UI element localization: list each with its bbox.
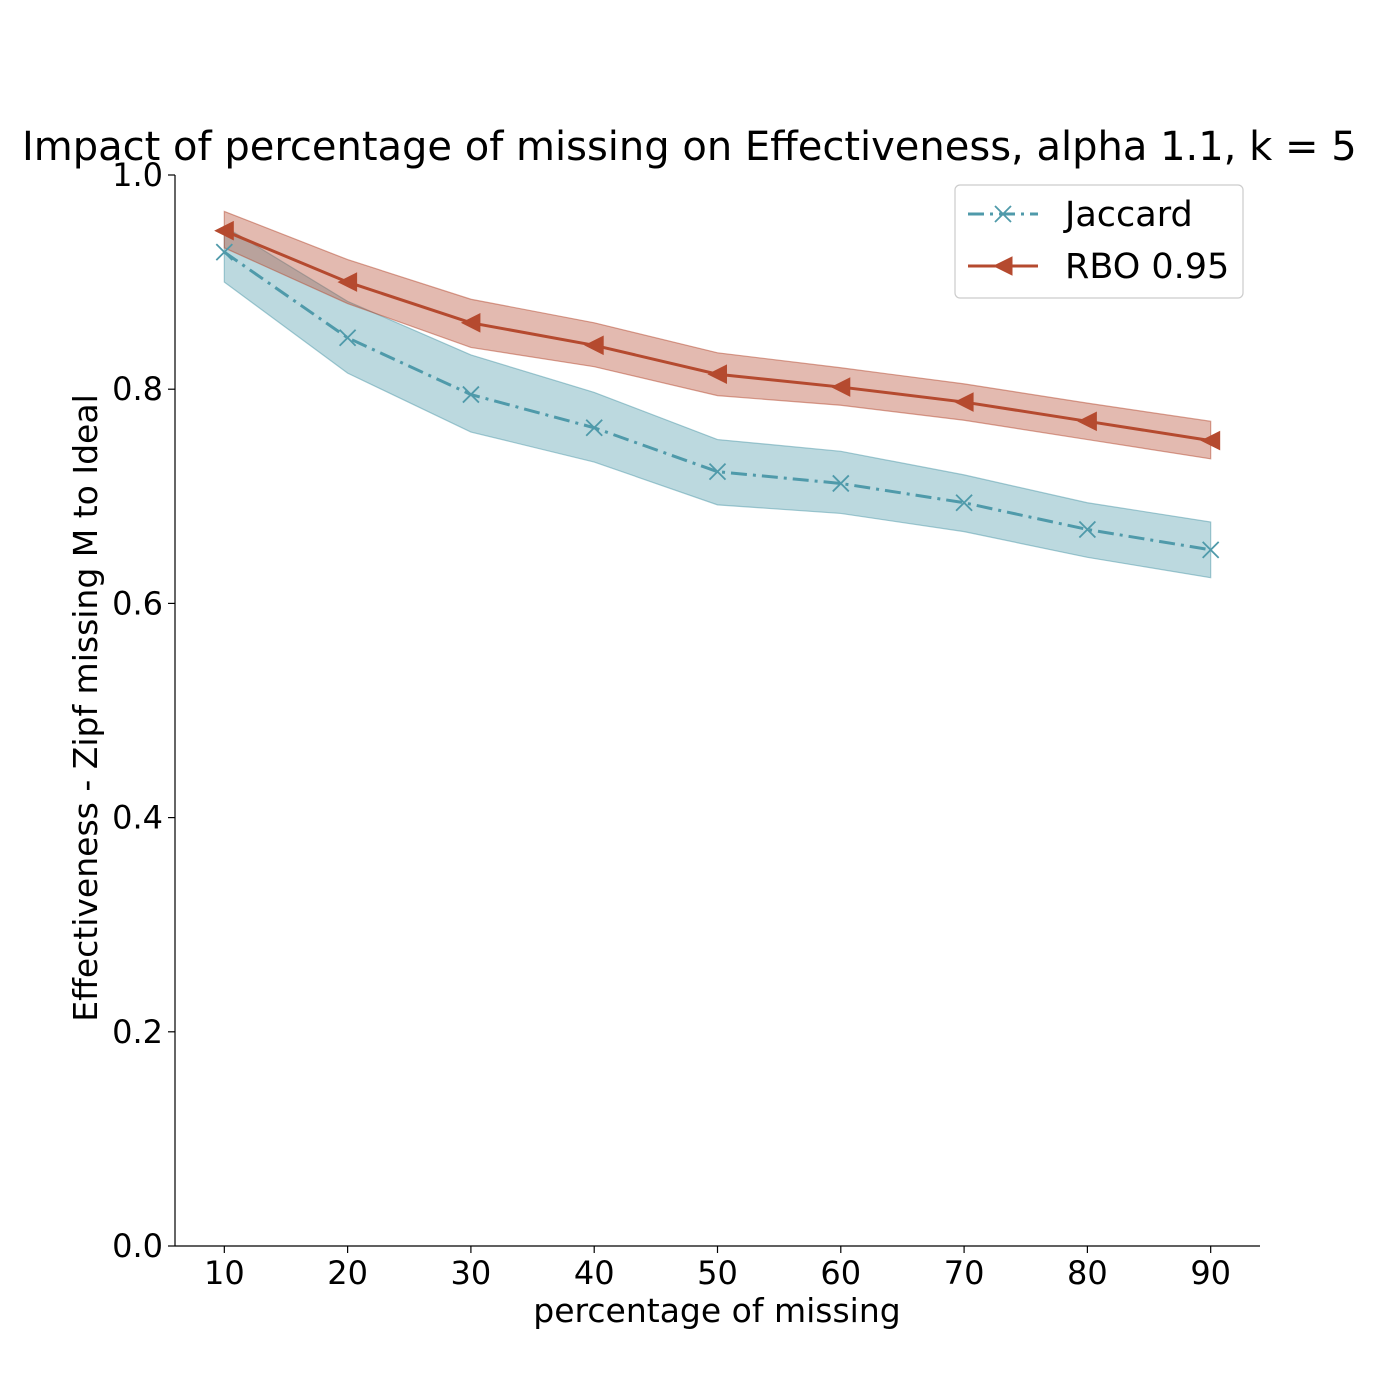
y-tick-label: 0.4 — [112, 799, 163, 837]
x-tick-label: 40 — [574, 1254, 615, 1292]
series-line — [223, 250, 1211, 552]
x-tick-label: 30 — [451, 1254, 492, 1292]
confidence-band — [223, 210, 1212, 460]
data-point — [1202, 541, 1220, 559]
x-tick-label: 90 — [1190, 1254, 1231, 1292]
data-point — [1078, 520, 1097, 539]
data-point — [214, 220, 234, 241]
data-point — [1200, 430, 1221, 451]
x-tick-label: 10 — [204, 1254, 245, 1292]
plot-area — [214, 210, 1221, 579]
y-tick-label: 1.0 — [112, 156, 163, 194]
y-tick-label: 0.6 — [112, 584, 163, 622]
series-jaccard — [215, 243, 1220, 559]
legend-frame — [954, 184, 1244, 299]
y-tick-label: 0.0 — [112, 1227, 163, 1265]
data-point — [832, 474, 850, 493]
x-tick-label: 60 — [820, 1254, 861, 1292]
data-point — [955, 494, 973, 512]
y-axis-label: Effectiveness - Zipf missing M to Ideal — [66, 394, 105, 1021]
data-point — [584, 335, 604, 356]
data-point — [1077, 411, 1097, 432]
x-tick-label: 50 — [697, 1254, 738, 1292]
data-point — [585, 419, 603, 437]
data-point — [953, 392, 974, 412]
data-point — [830, 377, 851, 397]
y-tick-label: 0.8 — [112, 370, 163, 408]
legend-label: Jaccard — [1063, 195, 1193, 235]
confidence-band — [223, 225, 1212, 579]
x-tick-label: 20 — [327, 1254, 368, 1292]
data-point — [460, 312, 481, 333]
series-rbo-0-95 — [214, 220, 1221, 451]
data-point — [338, 329, 357, 347]
legend-marker — [994, 205, 1012, 223]
x-axis-label: percentage of missing — [533, 1291, 900, 1330]
data-point — [215, 243, 233, 261]
y-axis: 0.0 0.2 0.4 0.6 0.8 1.0 — [112, 156, 176, 1265]
x-tick-label: 70 — [944, 1254, 985, 1292]
data-point — [708, 463, 727, 481]
data-point — [707, 364, 727, 385]
legend-label: RBO 0.95 — [1065, 247, 1229, 287]
legend-marker — [992, 256, 1013, 276]
x-axis: 10 20 30 40 50 60 70 80 90 — [175, 1245, 1260, 1292]
x-tick-label: 80 — [1067, 1254, 1108, 1292]
data-point — [462, 385, 480, 404]
y-tick-label: 0.2 — [112, 1013, 163, 1051]
data-point — [337, 272, 358, 292]
chart-title: Impact of percentage of missing on Effec… — [22, 124, 1357, 170]
legend: Jaccard RBO 0.95 — [954, 184, 1244, 299]
